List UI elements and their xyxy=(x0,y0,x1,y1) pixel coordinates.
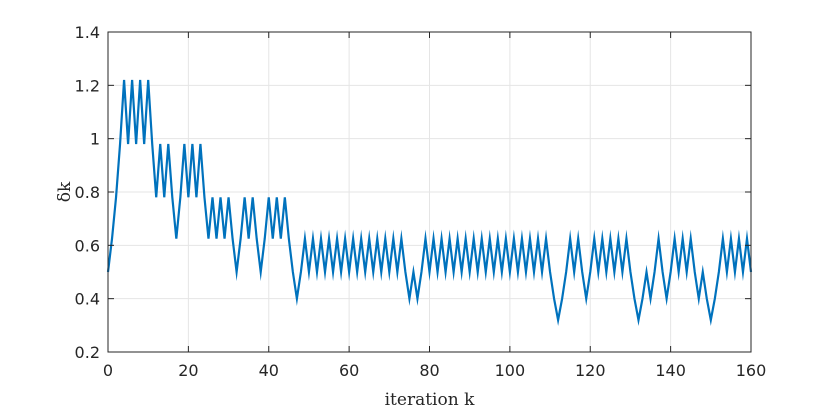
x-tick-label: 0 xyxy=(103,361,113,380)
y-tick-label: 0.8 xyxy=(75,183,100,202)
x-tick-label: 60 xyxy=(339,361,359,380)
y-tick-label: 1.2 xyxy=(75,76,100,95)
x-tick-label: 20 xyxy=(178,361,198,380)
series-line-delta xyxy=(106,79,753,326)
x-tick-label: 120 xyxy=(575,361,606,380)
y-tick-label: 1.4 xyxy=(75,23,100,42)
axis-ticks xyxy=(107,31,752,353)
y-tick-label: 0.4 xyxy=(75,290,100,309)
y-tick-label: 0.6 xyxy=(75,236,100,255)
y-axis-label: δk xyxy=(55,181,75,202)
y-tick-labels: 0.2 0.4 0.6 0.8 1 1.2 1.4 xyxy=(75,23,100,362)
x-tick-label: 40 xyxy=(259,361,279,380)
x-tick-label: 140 xyxy=(655,361,686,380)
y-tick-label: 0.2 xyxy=(75,343,100,362)
x-tick-label: 100 xyxy=(495,361,526,380)
x-tick-label: 160 xyxy=(736,361,767,380)
x-tick-label: 80 xyxy=(419,361,439,380)
x-tick-labels: 0 20 40 60 80 100 120 140 160 xyxy=(103,361,766,380)
y-tick-label: 1 xyxy=(90,130,100,149)
x-axis-label: iteration k xyxy=(385,390,475,410)
